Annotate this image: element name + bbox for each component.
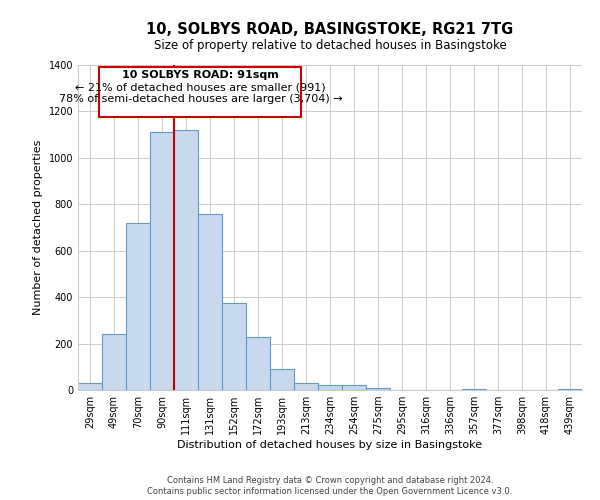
Y-axis label: Number of detached properties: Number of detached properties (33, 140, 43, 315)
Text: Contains public sector information licensed under the Open Government Licence v3: Contains public sector information licen… (148, 487, 512, 496)
Text: 10 SOLBYS ROAD: 91sqm: 10 SOLBYS ROAD: 91sqm (122, 70, 279, 81)
Bar (462, 389, 486, 390)
Bar (126, 223, 150, 390)
Text: 10, SOLBYS ROAD, BASINGSTOKE, RG21 7TG: 10, SOLBYS ROAD, BASINGSTOKE, RG21 7TG (146, 22, 514, 38)
Bar (150, 132, 174, 390)
Bar (198, 214, 222, 390)
Text: Contains HM Land Registry data © Crown copyright and database right 2024.: Contains HM Land Registry data © Crown c… (167, 476, 493, 485)
Bar (102, 334, 126, 390)
Bar (342, 386, 366, 390)
Bar (558, 389, 582, 390)
X-axis label: Distribution of detached houses by size in Basingstoke: Distribution of detached houses by size … (178, 440, 482, 450)
Bar (294, 383, 318, 390)
Bar (318, 386, 342, 390)
Bar (270, 369, 294, 390)
Bar (246, 336, 270, 390)
Bar (366, 388, 390, 390)
Text: 78% of semi-detached houses are larger (3,704) →: 78% of semi-detached houses are larger (… (59, 94, 342, 104)
Bar (78, 383, 102, 390)
FancyBboxPatch shape (100, 67, 301, 116)
Bar (222, 303, 246, 390)
Text: Size of property relative to detached houses in Basingstoke: Size of property relative to detached ho… (154, 39, 506, 52)
Bar (174, 130, 198, 390)
Text: ← 21% of detached houses are smaller (991): ← 21% of detached houses are smaller (99… (75, 82, 326, 92)
